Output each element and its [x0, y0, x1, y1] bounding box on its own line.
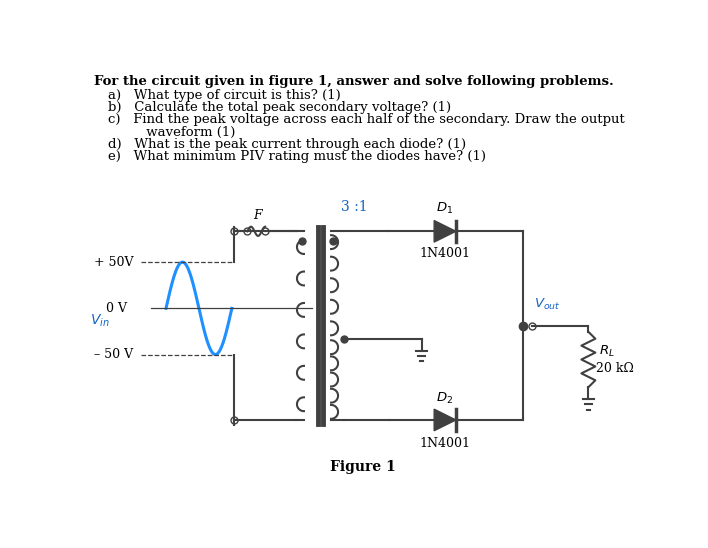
Text: b)   Calculate the total peak secondary voltage? (1): b) Calculate the total peak secondary vo… — [108, 101, 451, 114]
Text: For the circuit given in figure 1, answer and solve following problems.: For the circuit given in figure 1, answe… — [94, 75, 614, 88]
Text: – 50 V: – 50 V — [94, 348, 133, 361]
Polygon shape — [434, 220, 456, 242]
Text: a)   What type of circuit is this? (1): a) What type of circuit is this? (1) — [108, 89, 341, 102]
Text: + 50V: + 50V — [94, 255, 133, 269]
Text: $V_{in}$: $V_{in}$ — [90, 312, 110, 329]
Text: 3 :1: 3 :1 — [341, 201, 367, 214]
Text: e)   What minimum PIV rating must the diodes have? (1): e) What minimum PIV rating must the diod… — [108, 151, 486, 163]
Text: 1N4001: 1N4001 — [420, 247, 471, 260]
Text: waveform (1): waveform (1) — [108, 126, 235, 139]
Text: $D_1$: $D_1$ — [436, 201, 454, 216]
Text: F: F — [253, 209, 262, 222]
Text: d)   What is the peak current through each diode? (1): d) What is the peak current through each… — [108, 138, 466, 151]
Text: Figure 1: Figure 1 — [330, 460, 396, 474]
Text: c)   Find the peak voltage across each half of the secondary. Draw the output: c) Find the peak voltage across each hal… — [108, 113, 624, 127]
Text: 0 V: 0 V — [105, 302, 127, 315]
Text: 20 kΩ: 20 kΩ — [596, 362, 634, 375]
Text: $R_L$: $R_L$ — [599, 344, 615, 359]
Polygon shape — [434, 409, 456, 431]
Text: $V_{out}$: $V_{out}$ — [534, 296, 561, 312]
Text: $D_2$: $D_2$ — [436, 391, 454, 406]
Text: 1N4001: 1N4001 — [420, 437, 471, 450]
